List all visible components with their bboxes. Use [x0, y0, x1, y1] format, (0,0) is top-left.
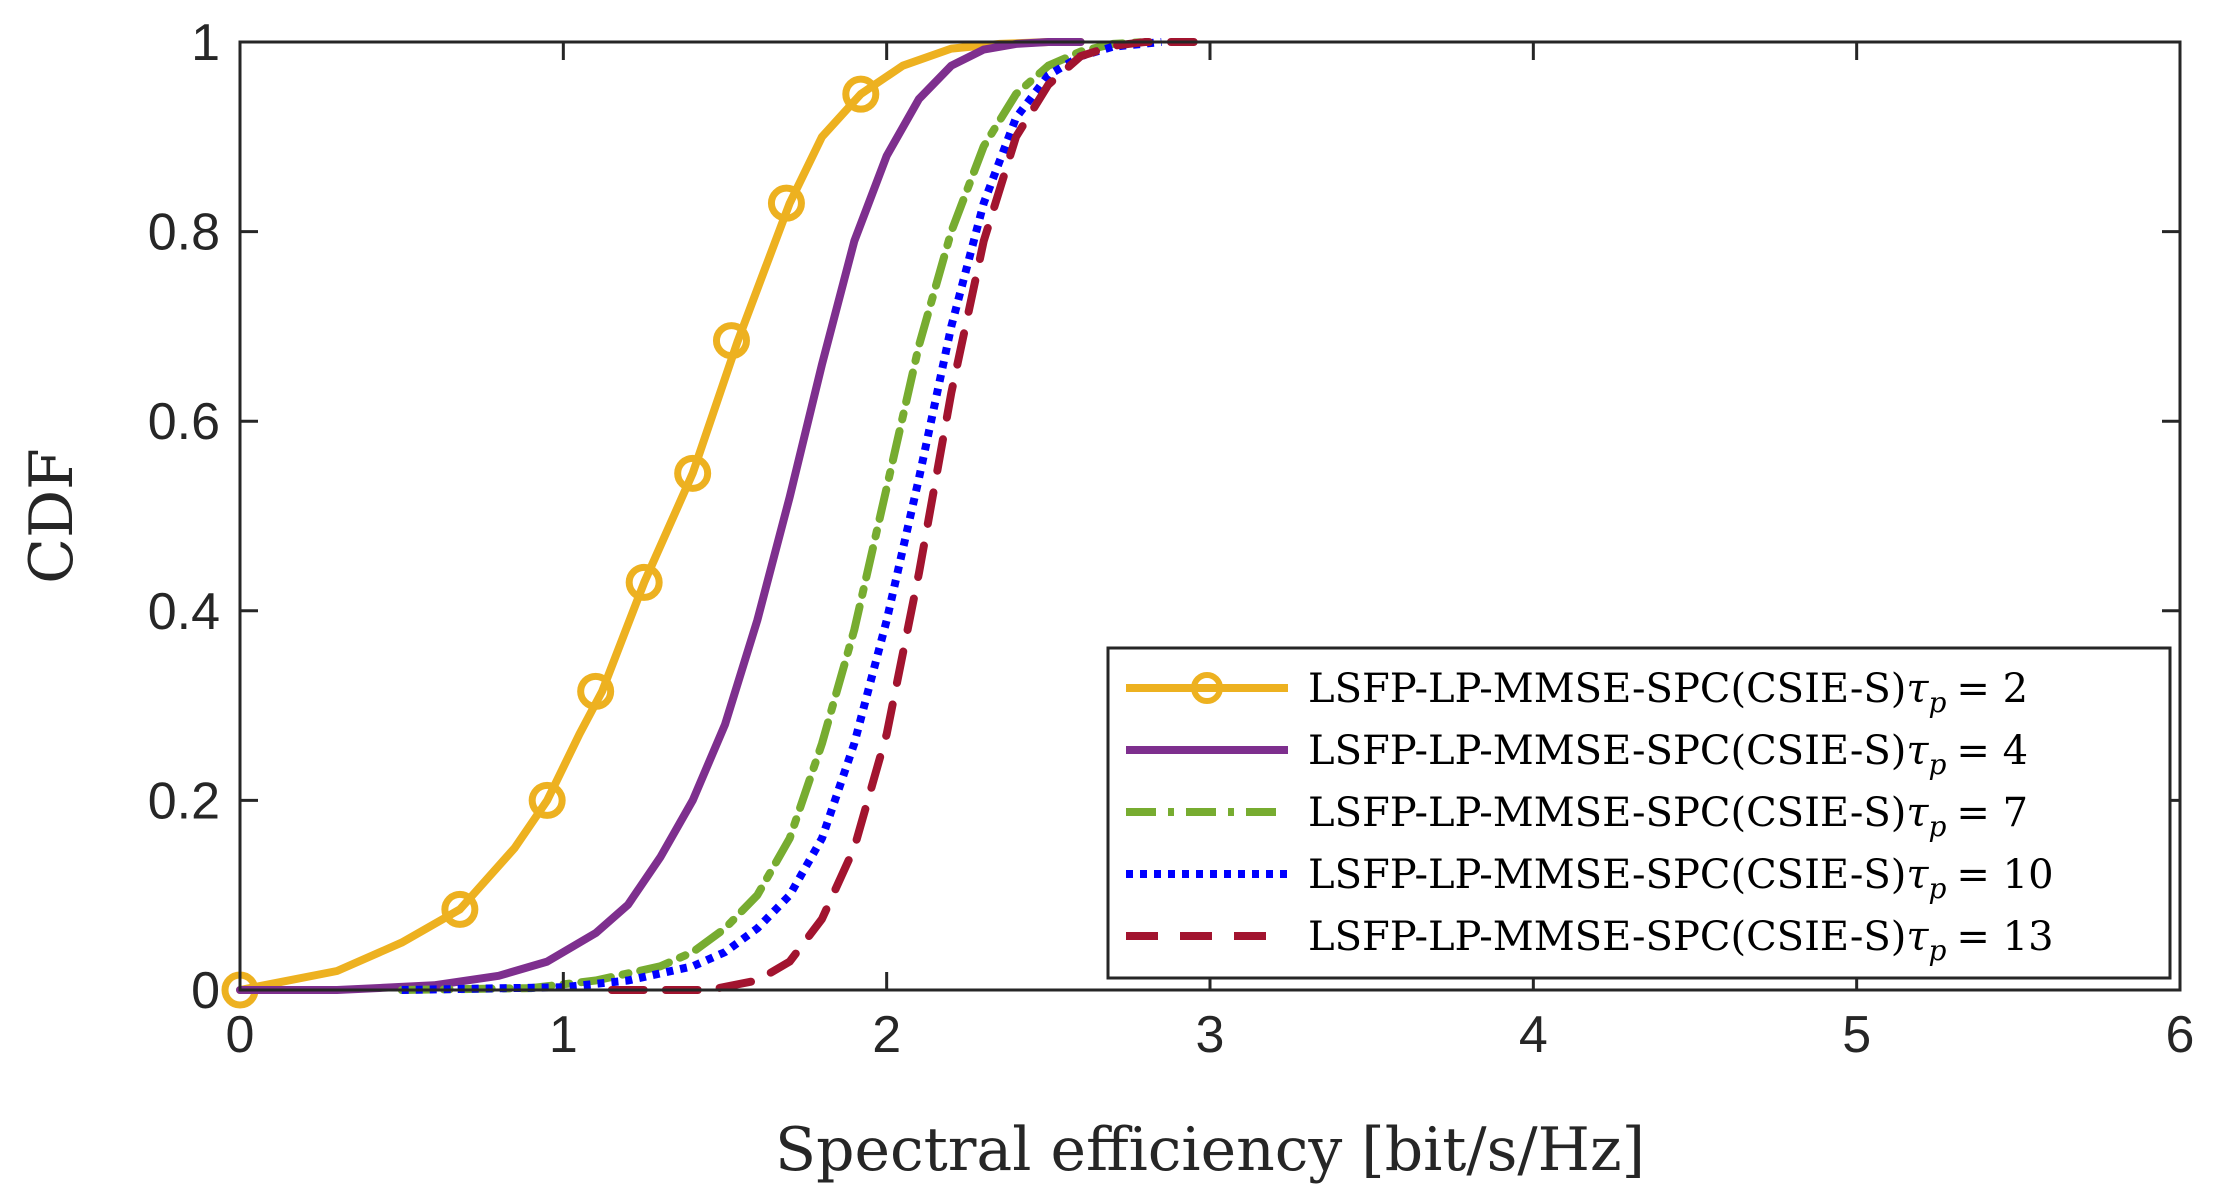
legend-label-value: = 4	[1956, 728, 2028, 774]
series-layer	[221, 38, 1198, 1009]
series-1-marker-7	[712, 322, 750, 360]
y-tick-label: 0.2	[148, 772, 220, 830]
legend-label-4: LSFP-LP-MMSE-SPC(CSIE-S)τp = 10	[1308, 852, 2054, 905]
legend-label-sub: p	[1928, 748, 1946, 781]
legend-label-5: LSFP-LP-MMSE-SPC(CSIE-S)τp = 13	[1308, 914, 2054, 967]
legend-marker-1	[1191, 672, 1223, 704]
x-tick-label: 0	[226, 1006, 255, 1064]
legend-label-sub: p	[1928, 872, 1946, 905]
series-1-marker-9	[842, 75, 880, 113]
x-tick-label: 2	[872, 1006, 901, 1064]
series-1-marker-6	[674, 454, 712, 492]
legend-box	[1106, 646, 2172, 980]
legend-label-tau: τ	[1906, 790, 1929, 836]
y-tick-label: 0.8	[148, 204, 220, 262]
legend-label-sub: p	[1928, 686, 1946, 719]
x-tick-label: 4	[1519, 1006, 1548, 1064]
series-1-marker-5	[625, 563, 663, 601]
y-tick-label: 0.4	[148, 583, 220, 641]
legend-label-value: = 7	[1956, 790, 2028, 836]
legend-label-name: LSFP-LP-MMSE-SPC(CSIE-S)	[1308, 790, 1906, 836]
legend-label-2: LSFP-LP-MMSE-SPC(CSIE-S)τp = 4	[1308, 728, 2028, 781]
legend-label-sub: p	[1928, 810, 1946, 843]
series-line-4	[401, 38, 1162, 994]
series-line-1	[236, 38, 1085, 994]
series-1-marker-3	[528, 781, 566, 819]
x-tick-label: 1	[549, 1006, 578, 1064]
legend-label-3: LSFP-LP-MMSE-SPC(CSIE-S)τp = 7	[1308, 790, 2028, 843]
legend-label-value: = 13	[1956, 914, 2053, 960]
y-tick-label: 1	[191, 14, 220, 72]
series-1-marker-4	[577, 672, 615, 710]
series-1-marker-8	[767, 184, 805, 222]
axes-layer	[238, 40, 2182, 992]
legend-label-tau: τ	[1906, 852, 1929, 898]
legend-label-sub: p	[1928, 934, 1946, 967]
legend-label-name: LSFP-LP-MMSE-SPC(CSIE-S)	[1308, 728, 1906, 774]
x-tick-label: 3	[1196, 1006, 1225, 1064]
series-1-marker-2	[441, 890, 479, 928]
x-tick-label: 5	[1842, 1006, 1871, 1064]
tick-labels-layer: 0 1 2 3 4 5 6 0 0.2 0.4 0.6 0.8 1	[148, 14, 2195, 1064]
x-axis-title: Spectral efficiency [bit/s/Hz]	[775, 1115, 1645, 1185]
legend: LSFP-LP-MMSE-SPC(CSIE-S)τp = 2LSFP-LP-MMS…	[1106, 646, 2172, 980]
series-line-3	[397, 38, 1150, 994]
legend-label-tau: τ	[1906, 666, 1929, 712]
y-tick-label: 0	[191, 962, 220, 1020]
legend-label-name: LSFP-LP-MMSE-SPC(CSIE-S)	[1308, 666, 1906, 712]
y-axis-title: CDF	[17, 448, 87, 584]
legend-label-tau: τ	[1906, 914, 1929, 960]
legend-label-name: LSFP-LP-MMSE-SPC(CSIE-S)	[1308, 852, 1906, 898]
legend-label-value: = 10	[1956, 852, 2053, 898]
series-line-5	[607, 38, 1198, 994]
x-tick-label: 6	[2166, 1006, 2195, 1064]
legend-label-value: = 2	[1956, 666, 2028, 712]
legend-label-name: LSFP-LP-MMSE-SPC(CSIE-S)	[1308, 914, 1906, 960]
legend-label-tau: τ	[1906, 728, 1929, 774]
legend-label-1: LSFP-LP-MMSE-SPC(CSIE-S)τp = 2	[1308, 666, 2028, 719]
y-tick-label: 0.6	[148, 393, 220, 451]
series-line-2	[236, 38, 1085, 994]
